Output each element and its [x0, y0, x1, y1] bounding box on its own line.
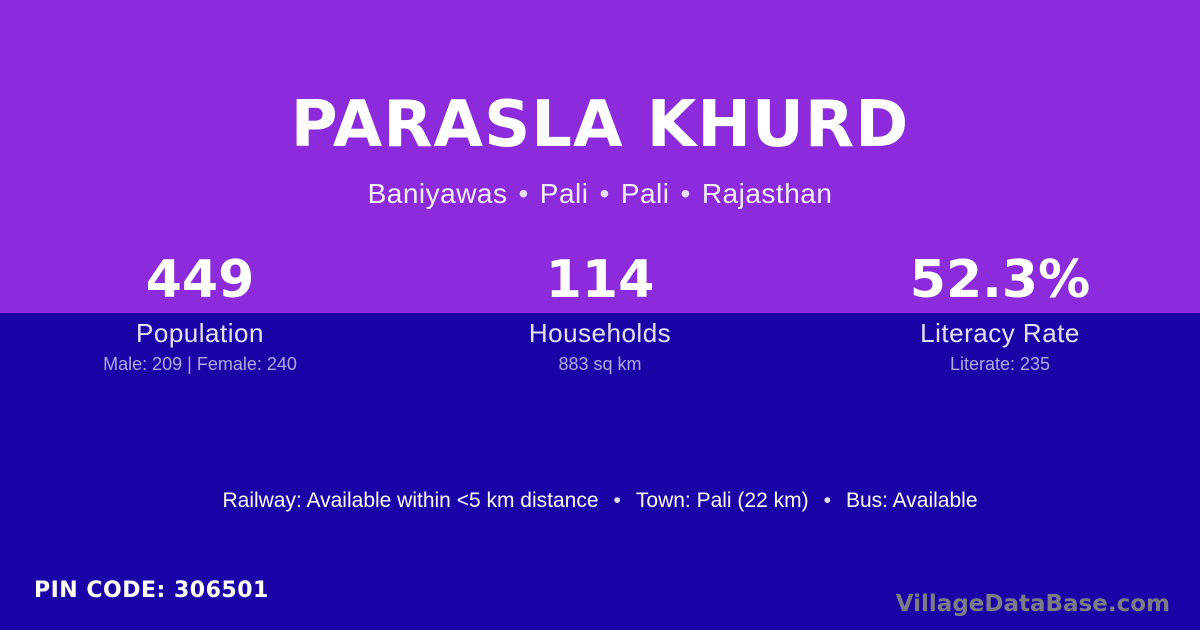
stat-households: 114	[400, 252, 800, 308]
pin-code: PIN CODE: 306501	[34, 578, 269, 603]
stats-values-row: 449 114 52.3%	[0, 252, 1200, 308]
stat-population-labels: Population Male: 209 | Female: 240	[0, 319, 400, 375]
town-info: Town: Pali (22 km)	[635, 489, 809, 512]
households-value: 114	[545, 250, 655, 310]
amenities-line: Railway: Available within <5 km distance…	[0, 488, 1200, 514]
bullet-separator: •	[680, 178, 691, 209]
breadcrumb-tehsil: Pali	[539, 178, 589, 209]
households-detail: 883 sq km	[558, 354, 642, 374]
bullet-separator: •	[823, 489, 831, 512]
bullet-separator: •	[613, 489, 621, 512]
location-breadcrumb: Baniyawas • Pali • Pali • Rajasthan	[0, 176, 1200, 212]
stat-literacy: 52.3%	[800, 252, 1200, 308]
details-section: Population Male: 209 | Female: 240 House…	[0, 313, 1200, 630]
breadcrumb-state: Rajasthan	[701, 178, 833, 209]
breadcrumb-district: Pali	[620, 178, 670, 209]
population-value: 449	[145, 250, 255, 310]
literacy-detail: Literate: 235	[949, 354, 1051, 374]
breadcrumb-village: Baniyawas	[367, 178, 508, 209]
literacy-label: Literacy Rate	[920, 318, 1080, 348]
stats-labels-row: Population Male: 209 | Female: 240 House…	[0, 319, 1200, 375]
railway-info: Railway: Available within <5 km distance	[222, 489, 599, 512]
header-section: PARASLA KHURD Baniyawas • Pali • Pali • Rajast…	[0, 0, 1200, 313]
households-label: Households	[528, 318, 672, 348]
stat-population: 449	[0, 252, 400, 308]
bullet-separator: •	[599, 178, 610, 209]
watermark: VillageDataBase.com	[895, 591, 1170, 617]
bus-info: Bus: Available	[845, 489, 978, 512]
stat-literacy-labels: Literacy Rate Literate: 235	[800, 319, 1200, 375]
literacy-value: 52.3%	[909, 250, 1091, 310]
population-label: Population	[136, 318, 264, 348]
population-detail: Male: 209 | Female: 240	[103, 354, 297, 374]
stat-households-labels: Households 883 sq km	[400, 319, 800, 375]
page-title: PARASLA KHURD	[290, 88, 910, 162]
bullet-separator: •	[518, 178, 529, 209]
